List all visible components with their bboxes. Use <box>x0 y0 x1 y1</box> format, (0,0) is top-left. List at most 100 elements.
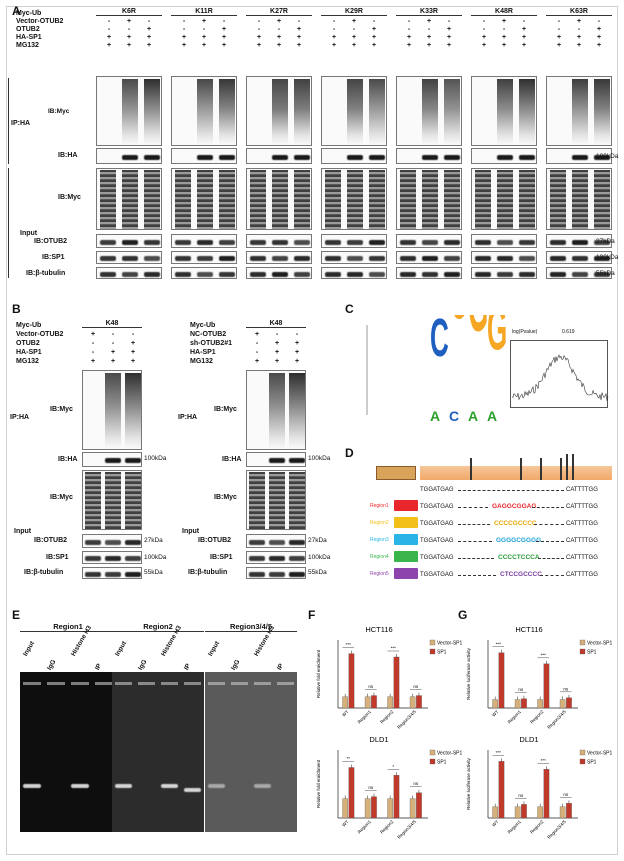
input-label: Input <box>14 528 32 535</box>
sign: + <box>274 349 280 356</box>
band <box>271 271 289 277</box>
figure-frame <box>6 6 618 855</box>
site-marker <box>560 458 562 480</box>
ip-myc-blot <box>396 76 462 146</box>
sign: + <box>146 42 152 49</box>
smear-lane <box>271 79 289 145</box>
sign: + <box>146 34 152 41</box>
tubulin-blot <box>546 267 612 279</box>
panel-a-label: A <box>12 4 21 18</box>
input-lane <box>293 170 311 229</box>
band <box>368 256 386 261</box>
input-lane <box>121 170 139 229</box>
band <box>196 256 214 261</box>
seq-dash <box>540 575 564 576</box>
otub2-blot <box>171 234 237 248</box>
band <box>249 539 265 545</box>
chart-title: DLD1 <box>369 735 388 744</box>
sp1-blot <box>546 251 612 264</box>
bar <box>387 798 393 819</box>
group-header: K6R <box>96 8 162 16</box>
blot-label: IB:β-tubulin <box>26 270 66 277</box>
seq-right: CATTTTGG <box>566 572 598 578</box>
band <box>549 239 567 245</box>
band <box>571 256 589 261</box>
band <box>289 539 305 545</box>
seq-dash <box>458 541 492 542</box>
sig-label: ns <box>413 684 419 689</box>
input-lane <box>571 170 589 229</box>
region-swatch <box>394 534 418 545</box>
legend-swatch <box>429 749 436 756</box>
sign: + <box>90 358 96 365</box>
bar <box>416 695 422 709</box>
input-myc-blot <box>171 168 237 230</box>
sign: - <box>372 18 376 25</box>
region-sequence: CTCCGCCCC <box>500 571 542 578</box>
x-tick-label: Region1 <box>357 819 373 835</box>
band <box>368 239 386 245</box>
band <box>85 571 101 577</box>
group-header: K29R <box>321 8 387 16</box>
input-lane <box>99 170 117 229</box>
bar <box>371 695 377 709</box>
bar <box>348 653 355 709</box>
input-lane <box>105 472 121 529</box>
sig-label: * <box>392 764 394 769</box>
region-sequence: GGGGCGGGG <box>496 537 542 544</box>
region-swatch <box>394 500 418 511</box>
gel-well <box>254 682 271 685</box>
bracket <box>8 78 10 164</box>
region-tag: Region4 <box>370 554 389 560</box>
seq-dash <box>458 558 494 559</box>
band <box>421 256 439 261</box>
gel-band <box>161 784 178 788</box>
smear-lane <box>496 79 514 145</box>
x-tick-label: Region2 <box>529 819 545 835</box>
band <box>99 239 117 245</box>
row-label: OTUB2 <box>16 26 40 33</box>
ip-ha-blot <box>321 148 387 164</box>
band <box>249 571 265 577</box>
band <box>571 271 589 277</box>
ip-myc-blot <box>471 76 537 146</box>
region-tag: Region5 <box>370 571 389 577</box>
sign: - <box>257 18 261 25</box>
sign: + <box>256 42 262 49</box>
band <box>593 239 611 245</box>
band <box>174 256 192 261</box>
gel-band <box>208 784 225 788</box>
sign: - <box>407 26 411 33</box>
panel-b-label: B <box>12 302 21 316</box>
site-marker <box>572 454 574 480</box>
x-tick-label: WT <box>341 709 350 718</box>
sig-label: ns <box>413 781 419 786</box>
band <box>399 271 417 277</box>
sign: - <box>182 18 186 25</box>
band <box>125 539 141 545</box>
sign: + <box>576 42 582 49</box>
sign: + <box>294 358 300 365</box>
gel-band <box>115 784 132 788</box>
sig-label: *** <box>541 758 547 763</box>
x-tick-label: Region1 <box>507 709 523 725</box>
blot-label: IB:Myc <box>50 494 73 501</box>
smear-lane <box>143 79 161 145</box>
bar <box>537 699 543 709</box>
sign: + <box>126 34 132 41</box>
ip-myc-blot <box>246 370 306 450</box>
band <box>99 256 117 261</box>
bar <box>566 697 572 709</box>
sign: + <box>130 349 136 356</box>
legend-swatch <box>429 639 436 646</box>
gel-band <box>254 784 271 788</box>
size-marker: 55kDa <box>596 270 615 277</box>
sign: + <box>406 34 412 41</box>
x-tick-label: WT <box>491 819 500 828</box>
bar <box>393 656 400 709</box>
seq-dash <box>538 558 564 559</box>
input-lane <box>346 170 364 229</box>
row-label: Vector-OTUB2 <box>16 18 64 25</box>
bar-chart: DLD1 Relative fold enrichment ** WT ns Region… <box>316 735 462 840</box>
y-axis-label: Relative luciferase activity <box>466 647 471 700</box>
